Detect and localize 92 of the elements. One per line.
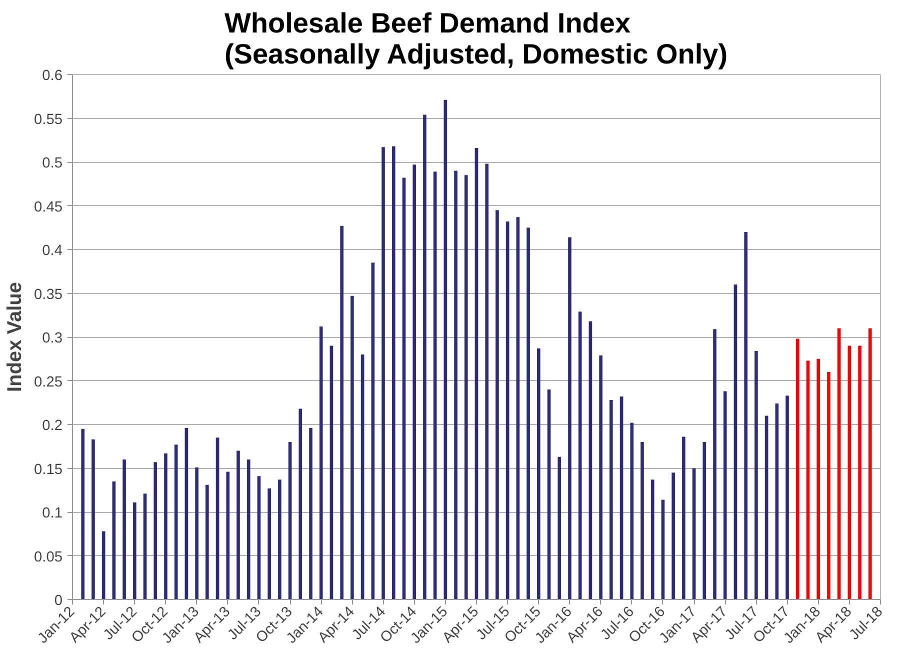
bar [371, 262, 375, 600]
bar [298, 408, 302, 600]
bar [723, 391, 727, 600]
bar [184, 428, 188, 600]
bar [236, 450, 240, 600]
y-tick-label: 0.35 [34, 286, 63, 303]
bar [536, 348, 540, 600]
bar [610, 400, 613, 600]
bar [92, 439, 95, 600]
bar [132, 502, 136, 600]
bar [402, 178, 406, 600]
bar [640, 442, 644, 600]
bar [154, 462, 158, 600]
bar [588, 321, 592, 600]
bar [143, 494, 147, 600]
y-tick-label: 0.45 [34, 199, 63, 216]
bar [702, 442, 706, 600]
bar [578, 312, 582, 600]
bar [246, 460, 250, 600]
bar [278, 480, 282, 600]
bar [122, 460, 126, 600]
bar [360, 354, 364, 600]
y-tick-label: 0.3 [42, 330, 62, 346]
bar [226, 472, 230, 600]
bar [506, 222, 510, 600]
bar [268, 488, 271, 600]
bar [112, 481, 116, 600]
bar [734, 284, 738, 600]
bar [464, 175, 468, 600]
bar [174, 444, 178, 600]
bar [858, 346, 862, 600]
bar [382, 147, 385, 600]
bar [672, 472, 675, 600]
bar [496, 210, 499, 600]
bar [350, 296, 354, 600]
bar [744, 232, 748, 600]
bar [433, 172, 437, 600]
bar [620, 396, 624, 600]
y-axis-title: Index Value [4, 282, 26, 392]
bar [568, 237, 572, 600]
bar [392, 146, 396, 600]
bar [775, 404, 779, 600]
bar [454, 170, 458, 600]
bar [195, 467, 198, 600]
bar [650, 480, 654, 600]
bar [206, 484, 209, 600]
bar [474, 148, 478, 600]
bar [682, 436, 686, 600]
bar [423, 114, 426, 600]
bar [485, 164, 489, 600]
bar [340, 226, 344, 600]
y-tick-label: 0.55 [34, 112, 63, 128]
y-tick-label: 0.6 [42, 68, 62, 84]
y-tick-label: 0.4 [42, 243, 62, 259]
bar [816, 358, 820, 600]
bar [837, 328, 841, 600]
bar [330, 346, 334, 600]
chart-title: Wholesale Beef Demand Index (Seasonally Adjusted, Domestic Only) [224, 8, 728, 70]
y-tick-label: 0.5 [42, 156, 62, 172]
y-tick-label: 0.25 [34, 374, 63, 390]
bar [692, 468, 696, 600]
y-tick-label: 0.1 [42, 506, 62, 522]
bar [796, 338, 800, 600]
bar [547, 390, 551, 600]
bar [806, 360, 810, 600]
bar [216, 438, 220, 600]
bar [630, 422, 634, 600]
bar [848, 346, 852, 600]
bar [661, 500, 665, 600]
bar [288, 442, 292, 600]
bar [444, 100, 448, 600]
bar [764, 416, 768, 600]
bar [81, 428, 85, 600]
bar [599, 355, 602, 600]
bar [754, 351, 758, 600]
y-tick-label: 0 [54, 593, 63, 609]
y-tick-label: 0.15 [34, 462, 63, 478]
bar [257, 476, 261, 600]
bar [827, 372, 830, 600]
bar [102, 531, 106, 600]
bar [558, 456, 562, 600]
y-tick-label: 0.05 [34, 549, 63, 566]
y-tick-label: 0.2 [42, 418, 62, 434]
bar [516, 217, 520, 600]
bar [526, 228, 530, 600]
bar [412, 164, 416, 600]
bar [868, 328, 872, 600]
bar [713, 329, 716, 600]
bar [309, 428, 312, 600]
bar [164, 453, 168, 600]
bar [786, 396, 789, 600]
bar [319, 326, 323, 600]
